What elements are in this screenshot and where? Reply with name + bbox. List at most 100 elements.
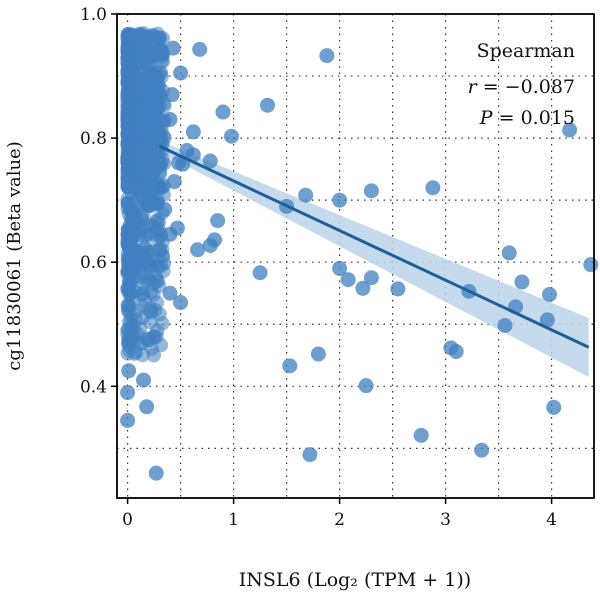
scatter-points [120,26,599,481]
regression-line-path [158,144,590,349]
x-tick-label: 3 [440,510,451,530]
regression-line [158,144,590,349]
scatter-point [474,442,490,458]
scatter-point [120,385,136,401]
x-tick-label: 0 [122,510,133,530]
confidence-band-area [159,140,589,377]
scatter-point [164,87,180,103]
scatter-point [140,258,156,273]
annotation-r: r = −0.087 [468,76,575,98]
scatter-point [143,304,159,320]
scatter-point [497,317,513,333]
plot-frame [116,13,595,499]
confidence-band [159,140,589,377]
scatter-point [121,44,136,60]
scatter-point [282,358,298,374]
annotation-p: P = 0.015 [479,107,575,129]
scatter-point [143,102,159,117]
scatter-point [162,111,178,127]
scatter-point [390,281,406,297]
scatter-point [425,180,441,196]
scatter-point [139,164,154,180]
scatter-point [210,213,226,229]
grid-lines [117,14,594,498]
scatter-point [501,245,517,261]
scatter-point [202,237,218,253]
scatter-point [166,174,182,190]
scatter-point [141,332,157,348]
scatter-point [190,242,206,258]
scatter-point [123,262,139,278]
y-tick-label: 0.4 [80,377,107,397]
annotation-method: Spearman [477,40,575,62]
scatter-point [141,129,156,144]
scatter-point [562,122,578,138]
scatter-point [539,312,555,328]
scatter-point [152,180,168,196]
scatter-point [583,257,599,273]
x-axis-label: INSL6 (Log₂ (TPM + 1)) [239,569,471,591]
scatter-point [129,97,145,112]
scatter-point [173,295,189,311]
y-tick-label: 0.6 [80,253,107,273]
scatter-point [120,323,135,338]
scatter-point [139,152,154,167]
p-label: P [479,107,494,129]
scatter-point [157,201,173,217]
scatter-point [121,335,137,351]
scatter-point [170,155,186,171]
scatter-point [151,242,167,258]
scatter-point [340,272,356,288]
scatter-point [252,265,268,281]
scatter-point [122,152,137,168]
scatter-point [148,465,164,481]
scatter-point [215,104,231,120]
p-value: = 0.015 [493,107,575,129]
scatter-point [169,220,185,236]
scatter-point [162,285,178,301]
scatter-point [541,286,557,302]
scatter-point [121,141,137,156]
scatter-point [139,399,155,415]
scatter-point [413,427,429,443]
scatter-point [136,197,151,213]
scatter-point [546,399,562,415]
scatter-point [123,86,139,102]
scatter-point [146,71,162,87]
scatter-point [192,41,208,57]
scatter-point [298,187,314,203]
r-value: = −0.087 [477,76,575,98]
scatter-point [173,65,189,81]
r-label: r [468,76,479,98]
scatter-point [120,237,135,253]
scatter-point [120,111,136,127]
scatter-point [448,344,464,360]
scatter-point [148,213,164,228]
scatter-point [223,128,239,144]
scatter-point [302,447,318,463]
y-axis-ticks: 0.4 0.6 0.8 1.0 [80,5,117,397]
scatter-point [355,280,371,296]
scatter-point [179,143,195,159]
scatter-point [128,66,143,81]
y-tick-label: 1.0 [80,5,107,25]
scatter-point [128,221,144,236]
scatter-point [310,346,326,362]
scatter-point [514,274,530,290]
scatter-point [146,28,162,44]
x-tick-label: 1 [228,510,239,530]
scatter-point [121,363,137,379]
scatter-point [120,412,136,428]
scatter-point [123,28,139,43]
x-axis-ticks: 0 1 2 3 4 [122,498,557,530]
x-tick-label: 2 [334,510,345,530]
scatter-point [202,153,218,169]
scatter-point [260,97,276,113]
scatter-point [319,48,335,64]
scatter-point [149,273,165,289]
y-axis-label: cg11830061 (Beta value) [4,141,25,370]
scatter-point [136,372,151,388]
scatter-point [165,40,181,56]
x-tick-label: 4 [546,510,557,530]
